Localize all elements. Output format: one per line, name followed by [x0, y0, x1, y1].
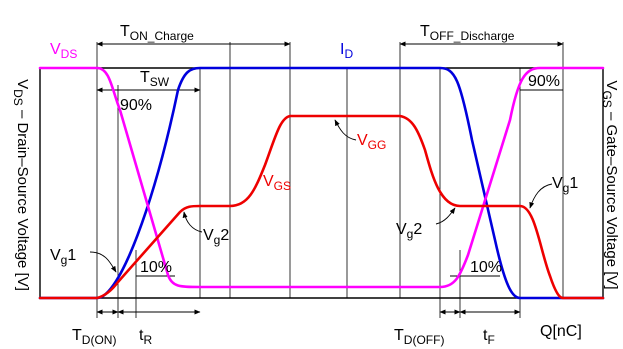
vg1-right-sub: g	[563, 181, 570, 195]
vds-label-main: V	[50, 41, 61, 58]
vg1-left-pointer	[89, 251, 117, 273]
right-axis-title-rest: – Gate–Source Voltage [V]	[603, 108, 620, 290]
right-axis-title: VGS – Gate–Source Voltage [V]	[600, 80, 620, 289]
vgs-label: VGS	[263, 173, 291, 193]
vg1-right-main: V	[552, 175, 563, 192]
td-on-label-sub: D(ON)	[82, 333, 117, 347]
id-label-main: I	[340, 41, 344, 58]
id-label-sub: D	[344, 47, 353, 61]
left-axis-title: VDS – Drain–Source Voltage [V]	[11, 79, 31, 291]
vg2-left-sub: g	[214, 233, 221, 247]
pct10-right-label: 10%	[470, 259, 502, 276]
pct90-left-label: 90%	[120, 97, 152, 114]
right-axis-title-sub: GS	[600, 90, 614, 107]
id-drain-current-waveform	[38, 66, 605, 300]
td-on-label: TD(ON)	[72, 327, 116, 347]
ton-charge-label: TON_Charge	[120, 23, 194, 43]
vgg-label-sub: GG	[368, 138, 387, 152]
vgs-gate-source-voltage-waveform	[38, 114, 605, 300]
tr-label-sub: R	[143, 333, 152, 347]
vg2-left-main: V	[203, 227, 214, 244]
vg1-right-pointer	[529, 183, 553, 209]
pct10-left-label: 10%	[140, 259, 172, 276]
left-axis-title-rest: – Drain–Source Voltage [V]	[14, 106, 31, 291]
vgg-pointer	[334, 119, 357, 141]
left-axis-title-main: V	[14, 79, 31, 89]
tsw-label-sub: SW	[150, 75, 170, 89]
vg1-left-sub: g	[61, 253, 68, 267]
vg2-right-sub: g	[407, 227, 414, 241]
vg1-right-label: Vg1	[552, 175, 578, 195]
id-label: ID	[340, 41, 353, 61]
toff-discharge-label: TOFF_Discharge	[420, 23, 515, 43]
vg2-left-pointer	[182, 211, 203, 233]
td-off-label: TD(OFF)	[394, 327, 444, 347]
vg1-left-num: 1	[67, 247, 76, 264]
vgs-label-sub: GS	[274, 179, 291, 193]
vg2-right-num: 2	[413, 221, 422, 238]
ton-charge-label-sub: ON_Charge	[130, 29, 194, 43]
vds-label-sub: DS	[61, 47, 78, 61]
vds-drain-source-voltage-waveform	[38, 66, 605, 289]
vg2-right-pointer	[435, 207, 456, 225]
ton-charge-label-main: T	[120, 23, 130, 40]
tf-label: tF	[483, 327, 495, 347]
tf-label-sub: F	[487, 333, 494, 347]
vg2-right-label: Vg2	[396, 221, 422, 241]
tsw-label: TSW	[140, 69, 170, 89]
vgg-label-main: V	[357, 132, 368, 149]
vg1-right-num: 1	[569, 175, 578, 192]
toff-discharge-label-main: T	[420, 23, 430, 40]
vgg-label: VGG	[357, 132, 386, 152]
right-axis-title-main: V	[603, 80, 620, 90]
tr-label: tR	[139, 327, 152, 347]
vg2-right-main: V	[396, 221, 407, 238]
left-axis-title-sub: DS	[11, 89, 25, 106]
toff-discharge-label-sub: OFF_Discharge	[430, 29, 515, 43]
tsw-label-main: T	[140, 69, 150, 86]
vgs-label-main: V	[263, 173, 274, 190]
x-axis-unit-label: Q[nC]	[540, 323, 582, 340]
vg1-left-main: V	[50, 247, 61, 264]
vg2-left-num: 2	[220, 227, 229, 244]
tf-label-main: t	[483, 327, 488, 344]
vg2-left-label: Vg2	[203, 227, 229, 247]
td-on-label-main: T	[72, 327, 82, 344]
vg1-left-label: Vg1	[50, 247, 76, 267]
td-off-label-main: T	[394, 327, 404, 344]
pct90-right-label: 90%	[528, 73, 560, 90]
td-off-label-sub: D(OFF)	[404, 333, 445, 347]
vds-label: VDS	[50, 41, 77, 61]
tr-label-main: t	[139, 327, 144, 344]
